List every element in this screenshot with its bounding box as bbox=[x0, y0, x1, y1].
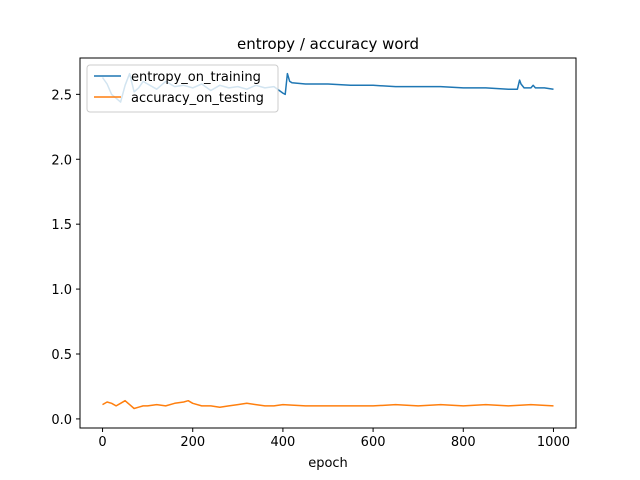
legend-label-accuracy-on-testing: accuracy_on_testing bbox=[131, 91, 264, 106]
y-tick-label: 1.5 bbox=[51, 218, 72, 233]
legend-label-entropy-on-training: entropy_on_training bbox=[131, 70, 261, 85]
y-tick-label: 0.5 bbox=[51, 348, 72, 363]
x-axis-ticks: 0 200 400 600 800 1000 bbox=[98, 428, 570, 450]
y-tick-label: 0.0 bbox=[51, 413, 72, 428]
x-tick-label: 400 bbox=[270, 435, 295, 450]
y-tick-label: 2.5 bbox=[51, 88, 72, 103]
x-tick-label: 200 bbox=[180, 435, 205, 450]
axes-layer bbox=[79, 57, 577, 429]
legend-box bbox=[86, 64, 279, 113]
y-tick-label: 1.0 bbox=[51, 283, 72, 298]
plot-area-frame bbox=[79, 57, 577, 429]
chart-title: entropy / accuracy word bbox=[237, 35, 419, 53]
x-tick-label: 1000 bbox=[537, 435, 570, 450]
y-axis-ticks: 0.0 0.5 1.0 1.5 2.0 2.5 bbox=[51, 88, 80, 428]
legend: entropy_on_training accuracy_on_testing bbox=[86, 64, 279, 113]
x-tick-label: 600 bbox=[361, 435, 386, 450]
x-axis-label: epoch bbox=[308, 456, 348, 471]
x-tick-label: 0 bbox=[98, 435, 106, 450]
y-tick-label: 2.0 bbox=[51, 153, 72, 168]
x-tick-label: 800 bbox=[451, 435, 476, 450]
series-line-accuracy-on-testing bbox=[102, 399, 554, 410]
